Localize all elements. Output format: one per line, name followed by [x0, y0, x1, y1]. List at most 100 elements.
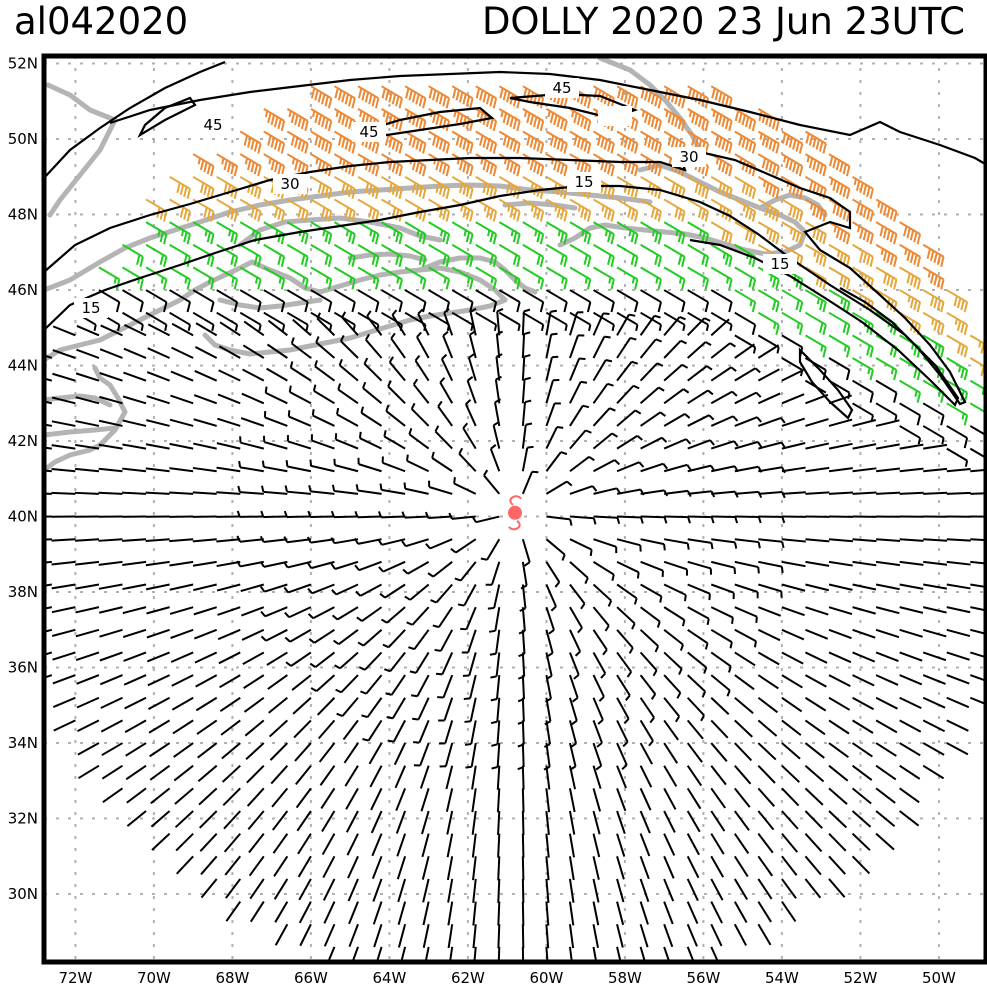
wind-barb — [447, 901, 454, 926]
wind-barb — [592, 924, 599, 949]
wind-barb — [734, 343, 755, 359]
wind-barb — [592, 407, 616, 427]
wind-barb — [521, 810, 525, 836]
wind-barb — [663, 923, 674, 948]
wind-barb — [192, 466, 217, 473]
wind-barb — [639, 629, 660, 653]
wind-barb — [319, 765, 336, 786]
wind-barb — [98, 443, 123, 450]
wind-barb — [287, 410, 312, 427]
wind-barb — [121, 289, 144, 313]
wind-barb — [616, 336, 637, 359]
wind-barb — [734, 221, 757, 245]
wind-barb — [663, 438, 692, 450]
wind-barb — [263, 311, 286, 332]
wind-barb — [75, 583, 100, 590]
wind-barb — [333, 458, 359, 473]
wind-barb — [404, 266, 427, 290]
wind-barb — [616, 878, 625, 903]
wind-barb — [496, 788, 501, 813]
wind-barb — [323, 901, 336, 924]
wind-barb — [498, 130, 521, 154]
wind-barb — [875, 628, 900, 639]
wind-barb — [126, 810, 147, 827]
wind-barb — [522, 289, 545, 313]
wind-barb — [828, 175, 851, 200]
wind-barb — [592, 856, 600, 880]
wind-barb — [310, 434, 335, 450]
wind-barb — [240, 583, 265, 593]
wind-barb — [686, 765, 703, 787]
wind-barb — [592, 382, 614, 404]
wind-barb — [946, 628, 971, 638]
wind-barb — [639, 810, 651, 834]
wind-barb — [249, 878, 265, 900]
wind-barb — [75, 420, 100, 427]
wind-barb — [828, 418, 853, 427]
wind-barb — [475, 85, 498, 109]
wind-barb — [923, 583, 948, 590]
wind-barb — [946, 357, 969, 381]
wind-barb — [194, 370, 218, 382]
wind-barb — [362, 381, 383, 405]
wind-barb — [545, 878, 550, 903]
wind-barb — [710, 923, 723, 947]
wind-barb — [261, 460, 288, 473]
wind-barb — [734, 719, 753, 738]
wind-barb — [74, 491, 99, 495]
wind-barb — [316, 312, 336, 337]
wind-barb — [239, 289, 262, 313]
wind-barb — [828, 289, 851, 313]
wind-barb — [781, 198, 804, 222]
wind-barb — [295, 765, 312, 786]
wind-barb — [404, 289, 427, 313]
wind-barb — [246, 787, 265, 807]
wind-barb — [616, 583, 638, 605]
wind-barb — [875, 810, 896, 828]
wind-barb — [44, 538, 52, 541]
wind-barb — [687, 107, 710, 132]
wind-barb — [44, 651, 53, 656]
wind-barb — [333, 266, 356, 290]
wind-barb — [616, 409, 642, 427]
wind-barb — [321, 810, 336, 833]
wind-barb — [592, 788, 602, 812]
wind-barb — [946, 402, 969, 426]
wind-barb — [216, 466, 241, 473]
wind-barb — [640, 266, 662, 290]
wind-barb — [922, 266, 945, 290]
wind-barb — [422, 924, 430, 948]
wind-barb — [294, 742, 312, 762]
wind-barb — [687, 439, 715, 450]
wind-barb — [307, 606, 335, 620]
wind-barb — [216, 153, 239, 177]
wind-barb — [126, 787, 147, 804]
wind-barb — [475, 153, 498, 177]
wind-barb — [517, 720, 525, 748]
wind-barb — [593, 487, 622, 495]
wind-barb — [169, 583, 194, 591]
wind-barb — [569, 583, 586, 610]
wind-barb — [333, 221, 356, 245]
lat-tick-label: 52N — [8, 55, 38, 73]
wind-barb — [946, 467, 971, 473]
wind-barb — [687, 266, 710, 290]
wind-barb — [852, 651, 876, 663]
wind-barb — [664, 489, 692, 498]
wind-barb — [734, 787, 751, 808]
wind-barb — [781, 442, 806, 450]
wind-barb — [369, 765, 383, 788]
wind-barb — [687, 198, 710, 222]
wind-barb — [491, 720, 501, 747]
wind-barb — [44, 446, 52, 450]
wind-barb — [100, 324, 123, 337]
wind-barb — [687, 490, 716, 498]
wind-barb — [297, 855, 312, 878]
wind-barb — [198, 787, 218, 806]
wind-barb — [99, 395, 123, 405]
wind-barb — [828, 787, 848, 805]
wind-barb — [169, 467, 194, 473]
wind-barb — [414, 354, 430, 382]
wind-barb — [687, 583, 711, 601]
wind-barb — [804, 719, 826, 736]
